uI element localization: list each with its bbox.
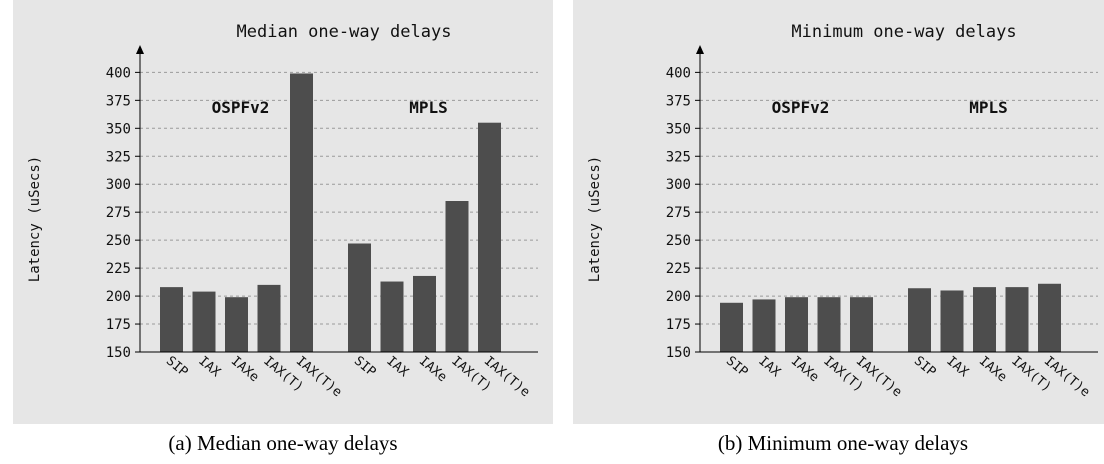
bar-ospfv2-iaxe [785,297,808,352]
caption-minimum-delays: (b) Minimum one-way delays [717,431,969,455]
x-tick-label: IAXe [228,354,262,386]
y-tick-label: 250 [666,233,691,249]
chart-title: Median one-way delays [237,22,452,42]
bar-mpls-iax [380,281,404,352]
y-tick-label: 225 [666,261,691,277]
x-tick-label: IAXe [416,354,450,386]
y-tick-label: 325 [666,149,691,165]
bar-ospfv2-iaxe [225,297,248,352]
y-axis-label: Latency (uSecs) [27,156,43,282]
y-tick-label: 300 [666,177,691,193]
x-tick-label: IAX(T)e [1041,354,1093,401]
bar-ospfv2-sip [160,287,183,352]
x-tick-label: IAX [943,354,971,381]
y-tick-label: 175 [666,317,691,333]
y-tick-label: 300 [106,177,131,193]
group-label-mpls: MPLS [409,98,448,117]
x-tick-label: IAX [755,354,783,381]
y-tick-label: 275 [106,205,131,221]
median-delays-chart-panel: Median one-way delays Latency (uSecs) 150 1… [13,0,553,424]
bar-mpls-sip [348,243,371,352]
x-tick-label: IAX [383,354,411,381]
x-tick-label: IAX(T)e [481,354,533,401]
y-tick-label: 400 [106,65,131,81]
y-tick-label: 375 [666,93,691,109]
y-tick-label: 150 [666,345,691,361]
bar-ospfv2-iaxt [817,297,841,352]
x-tick-label: IAXe [976,354,1010,386]
caption-median-delays: (a) Median one-way delays [168,431,398,455]
x-tick-label: SIP [723,354,751,381]
x-tick-label: SIP [911,354,939,381]
bar-ospfv2-iax [752,299,776,352]
x-tick-label: SIP [163,354,191,381]
chart-title: Minimum one-way delays [791,22,1016,42]
y-tick-label: 375 [106,93,131,109]
bar-mpls-iax [940,290,964,352]
group-label-ospfv2: OSPFv2 [772,98,830,117]
minimum-delays-chart-panel: Minimum one-way delays Latency (uSecs) 150… [573,0,1104,424]
bar-mpls-iaxe [413,275,436,352]
bar-mpls-sip [908,288,931,352]
bar-ospfv2-iaxt [257,284,281,352]
bar-mpls-iaxte [478,122,501,352]
bar-ospfv2-iaxte [290,73,313,352]
bar-mpls-iaxt [1005,287,1029,352]
x-tick-label: IAX(T)e [853,354,905,401]
y-tick-label: 400 [666,65,691,81]
y-tick-label: 225 [106,261,131,277]
y-tick-label: 175 [106,317,131,333]
minimum-delays-chart: Minimum one-way delays Latency (uSecs) 150… [587,22,1098,401]
y-tick-label: 250 [106,233,131,249]
median-delays-chart: Median one-way delays Latency (uSecs) 150 1… [27,22,538,401]
x-tick-label: IAXe [788,354,822,386]
bar-mpls-iaxte [1038,283,1061,352]
bar-mpls-iaxt [445,201,469,352]
y-axis-label: Latency (uSecs) [587,156,603,282]
y-tick-label: 200 [666,289,691,305]
bar-ospfv2-iaxte [850,297,873,352]
y-tick-label: 275 [666,205,691,221]
bar-ospfv2-iax [192,291,216,352]
bar-mpls-iaxe [973,287,996,352]
x-tick-label: SIP [351,354,379,381]
y-tick-label: 350 [666,121,691,137]
x-tick-label: IAX(T)e [293,354,345,401]
x-tick-label: IAX [195,354,223,381]
y-tick-label: 350 [106,121,131,137]
group-label-ospfv2: OSPFv2 [212,98,270,117]
y-axis-arrow [696,45,704,54]
bar-ospfv2-sip [720,302,743,352]
y-tick-label: 200 [106,289,131,305]
y-tick-label: 325 [106,149,131,165]
y-axis-arrow [136,45,144,54]
y-tick-label: 150 [106,345,131,361]
group-label-mpls: MPLS [969,98,1008,117]
